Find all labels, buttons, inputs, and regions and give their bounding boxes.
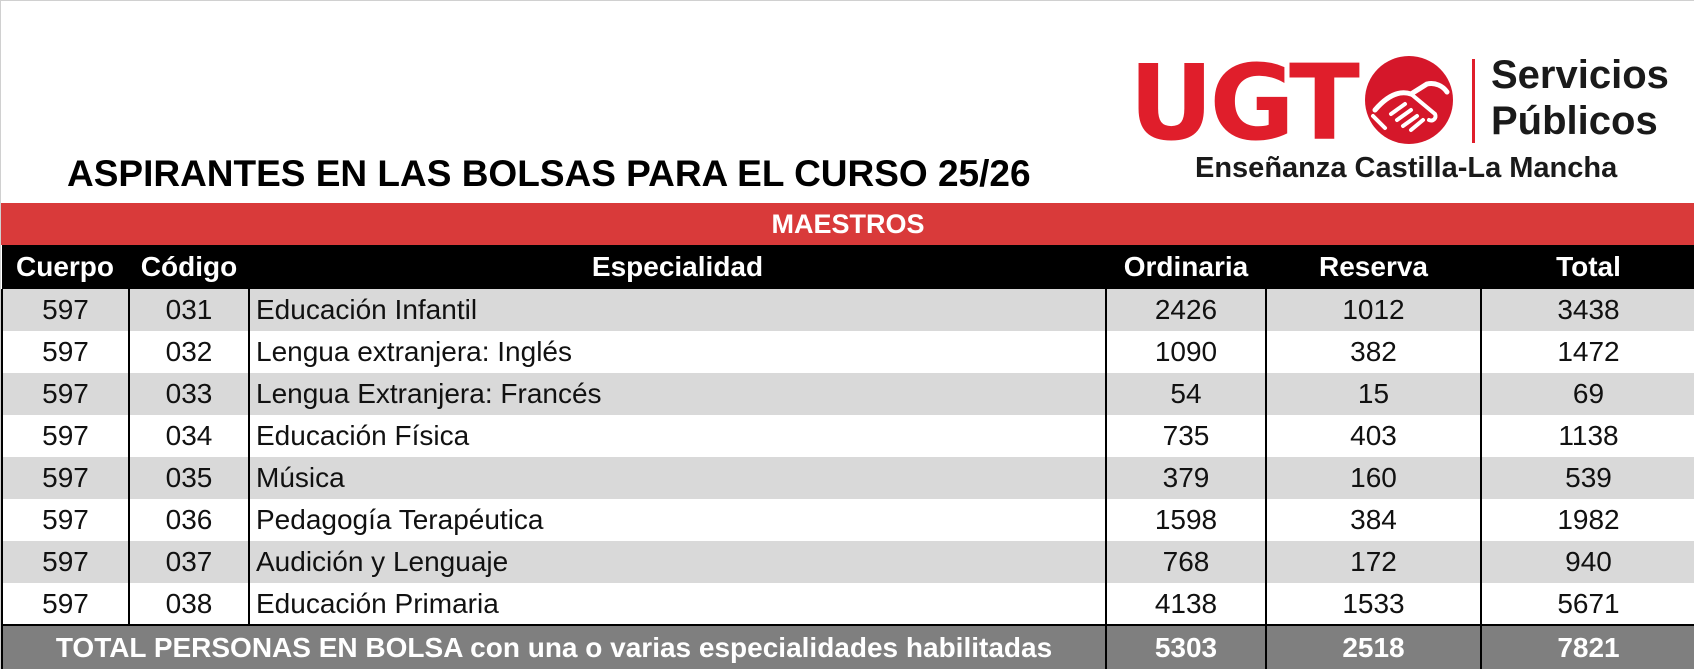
- cell-ordinaria: 54: [1105, 373, 1267, 415]
- cell-total: 1472: [1480, 331, 1694, 373]
- table-row: 597 031 Educación Infantil 2426 1012 343…: [1, 289, 1694, 331]
- cell-reserva: 160: [1265, 457, 1482, 499]
- cell-codigo: 033: [128, 373, 250, 415]
- cell-cuerpo: 597: [1, 289, 130, 331]
- table-row: 597 035 Música 379 160 539: [1, 457, 1694, 499]
- ugt-logo: UGT Servicios Públicos Enseñanza Castill…: [1129, 51, 1689, 191]
- cell-total: 940: [1480, 541, 1694, 583]
- cell-reserva: 382: [1265, 331, 1482, 373]
- col-header-ordinaria: Ordinaria: [1106, 245, 1267, 289]
- cell-cuerpo: 597: [1, 541, 130, 583]
- total-ordinaria: 5303: [1105, 625, 1267, 669]
- cell-cuerpo: 597: [1, 415, 130, 457]
- cell-cuerpo: 597: [1, 499, 130, 541]
- cell-codigo: 036: [128, 499, 250, 541]
- section-header: MAESTROS: [1, 203, 1694, 245]
- logo-divider: [1472, 59, 1475, 143]
- cell-especialidad: Lengua Extranjera: Francés: [248, 373, 1107, 415]
- logo-line2: Públicos: [1491, 99, 1658, 143]
- total-reserva: 2518: [1265, 625, 1482, 669]
- cell-codigo: 035: [128, 457, 250, 499]
- cell-ordinaria: 2426: [1105, 289, 1267, 331]
- cell-especialidad: Educación Física: [248, 415, 1107, 457]
- table-row: 597 038 Educación Primaria 4138 1533 567…: [1, 583, 1694, 626]
- col-header-reserva: Reserva: [1266, 245, 1482, 289]
- table-row: 597 033 Lengua Extranjera: Francés 54 15…: [1, 373, 1694, 415]
- cell-cuerpo: 597: [1, 331, 130, 373]
- cell-total: 539: [1480, 457, 1694, 499]
- cell-reserva: 172: [1265, 541, 1482, 583]
- cell-especialidad: Música: [248, 457, 1107, 499]
- col-header-total: Total: [1481, 245, 1694, 289]
- logo-subtitle: Enseñanza Castilla-La Mancha: [1195, 152, 1618, 184]
- cell-especialidad: Lengua extranjera: Inglés: [248, 331, 1107, 373]
- cell-total: 1138: [1480, 415, 1694, 457]
- col-header-codigo: Código: [129, 245, 250, 289]
- table-row: 597 032 Lengua extranjera: Inglés 1090 3…: [1, 331, 1694, 373]
- cell-ordinaria: 1090: [1105, 331, 1267, 373]
- cell-cuerpo: 597: [1, 373, 130, 415]
- cell-total: 5671: [1480, 583, 1694, 626]
- col-header-especialidad: Especialidad: [249, 245, 1107, 289]
- totals-label: TOTAL PERSONAS EN BOLSA con una o varias…: [1, 625, 1107, 669]
- cell-reserva: 384: [1265, 499, 1482, 541]
- bolsas-table: Cuerpo Código Especialidad Ordinaria Res…: [1, 245, 1694, 669]
- cell-total: 69: [1480, 373, 1694, 415]
- cell-codigo: 037: [128, 541, 250, 583]
- table-row: 597 034 Educación Física 735 403 1138: [1, 415, 1694, 457]
- table-row: 597 037 Audición y Lenguaje 768 172 940: [1, 541, 1694, 583]
- table-header-row: Cuerpo Código Especialidad Ordinaria Res…: [2, 245, 1694, 289]
- cell-total: 1982: [1480, 499, 1694, 541]
- cell-especialidad: Educación Infantil: [248, 289, 1107, 331]
- cell-ordinaria: 735: [1105, 415, 1267, 457]
- cell-ordinaria: 1598: [1105, 499, 1267, 541]
- cell-especialidad: Pedagogía Terapéutica: [248, 499, 1107, 541]
- cell-ordinaria: 768: [1105, 541, 1267, 583]
- cell-especialidad: Audición y Lenguaje: [248, 541, 1107, 583]
- cell-codigo: 038: [128, 583, 250, 626]
- cell-reserva: 1533: [1265, 583, 1482, 626]
- cell-cuerpo: 597: [1, 457, 130, 499]
- cell-especialidad: Educación Primaria: [248, 583, 1107, 626]
- cell-codigo: 032: [128, 331, 250, 373]
- table-row: 597 036 Pedagogía Terapéutica 1598 384 1…: [1, 499, 1694, 541]
- cell-codigo: 031: [128, 289, 250, 331]
- cell-ordinaria: 379: [1105, 457, 1267, 499]
- cell-ordinaria: 4138: [1105, 583, 1267, 626]
- logo-brand: UGT: [1129, 42, 1360, 164]
- logo-line1: Servicios: [1491, 53, 1669, 97]
- cell-cuerpo: 597: [1, 583, 130, 626]
- cell-total: 3438: [1480, 289, 1694, 331]
- cell-reserva: 403: [1265, 415, 1482, 457]
- totals-row: TOTAL PERSONAS EN BOLSA con una o varias…: [1, 625, 1694, 669]
- cell-reserva: 1012: [1265, 289, 1482, 331]
- cell-reserva: 15: [1265, 373, 1482, 415]
- handshake-icon: [1365, 56, 1453, 144]
- col-header-cuerpo: Cuerpo: [2, 245, 130, 289]
- page-title: ASPIRANTES EN LAS BOLSAS PARA EL CURSO 2…: [67, 153, 1031, 194]
- total-total: 7821: [1480, 625, 1694, 669]
- cell-codigo: 034: [128, 415, 250, 457]
